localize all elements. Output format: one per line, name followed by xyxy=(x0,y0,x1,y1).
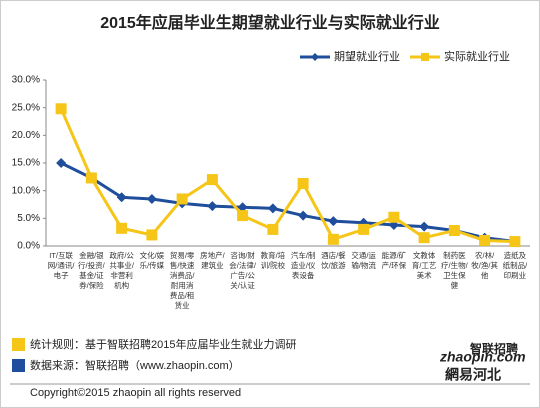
marker xyxy=(85,172,97,184)
marker xyxy=(237,202,248,213)
x-tick-label: 文教体育/工艺美术 xyxy=(411,251,437,280)
marker xyxy=(479,234,491,246)
marker xyxy=(419,221,430,232)
marker xyxy=(116,192,127,203)
legend-label: 期望就业行业 xyxy=(334,49,400,63)
y-tick-label: 15.0% xyxy=(12,158,40,169)
x-tick-label: 能源/矿产/环保 xyxy=(381,251,407,270)
y-tick-label: 10.0% xyxy=(12,185,40,196)
marker xyxy=(267,223,279,235)
marker xyxy=(311,53,319,61)
y-tick-label: 30.0% xyxy=(12,75,40,86)
x-tick-label: 汽车/制造业/仪表设备 xyxy=(290,251,316,280)
legend-label: 实际就业行业 xyxy=(444,49,510,63)
x-tick-label: 金融/银行/投资/基金/证券/保险 xyxy=(78,251,105,290)
x-tick-label: 教育/培训/院校 xyxy=(260,251,286,270)
marker xyxy=(267,203,278,214)
footnote-rule: 统计规则：基于智联招聘2015年应届毕业生就业力调研 xyxy=(30,337,296,351)
x-tick-label: 咨询/财会/法律/广告/公关/认证 xyxy=(229,251,256,290)
marker xyxy=(176,193,188,205)
series-line xyxy=(60,161,516,244)
logo-brand: 智联招聘 xyxy=(469,341,518,356)
marker xyxy=(298,210,309,221)
x-tick-label: 贸易/零售/快速消费品/耐用消费品/租赁业 xyxy=(169,251,195,310)
footnote-key xyxy=(12,359,25,372)
x-tick-label: 政府/公共事业/非营利机构 xyxy=(109,251,134,290)
x-tick-label: 文化/娱乐/传媒 xyxy=(139,251,165,270)
marker xyxy=(55,103,67,115)
marker xyxy=(418,232,430,244)
marker xyxy=(509,236,521,248)
marker xyxy=(358,223,370,235)
chart-title: 2015年应届毕业生期望就业行业与实际就业行业 xyxy=(100,13,440,32)
marker xyxy=(328,216,339,227)
x-tick-label: 房地产/建筑业 xyxy=(200,251,225,270)
marker xyxy=(206,174,218,186)
series-line xyxy=(59,108,515,244)
marker xyxy=(207,201,218,212)
footnote-key xyxy=(12,338,25,351)
y-tick-label: 0.0% xyxy=(17,241,40,252)
marker xyxy=(116,222,128,234)
x-tick-label: 制药医疗/生物/卫生保健 xyxy=(441,251,468,290)
y-tick-label: 20.0% xyxy=(12,130,40,141)
footnote-source: 数据来源：智联招聘（www.zhaopin.com） xyxy=(30,358,240,372)
x-tick-label: 造纸及纸制品/印刷业 xyxy=(502,251,528,280)
x-tick-label: 交通/运输/物流 xyxy=(351,251,376,270)
marker xyxy=(448,225,460,237)
copyright: Copyright©2015 zhaopin all rights reserv… xyxy=(30,387,241,399)
marker xyxy=(388,211,400,223)
y-tick-label: 25.0% xyxy=(12,102,40,113)
logo-site: zhaopin.com xyxy=(439,349,526,365)
marker xyxy=(146,229,158,241)
marker xyxy=(56,158,67,168)
x-tick-label: 农/林/牧/渔/其他 xyxy=(471,251,498,280)
logo-partner: 網易河北 xyxy=(445,367,501,383)
y-tick-label: 5.0% xyxy=(17,213,40,224)
x-tick-label: 酒店/餐饮/旅游 xyxy=(321,251,346,270)
marker xyxy=(146,193,157,204)
marker xyxy=(421,53,429,61)
marker xyxy=(237,210,249,222)
marker xyxy=(297,177,309,189)
marker xyxy=(327,233,339,245)
x-tick-label: IT/互联网/通讯/电子 xyxy=(47,251,75,280)
